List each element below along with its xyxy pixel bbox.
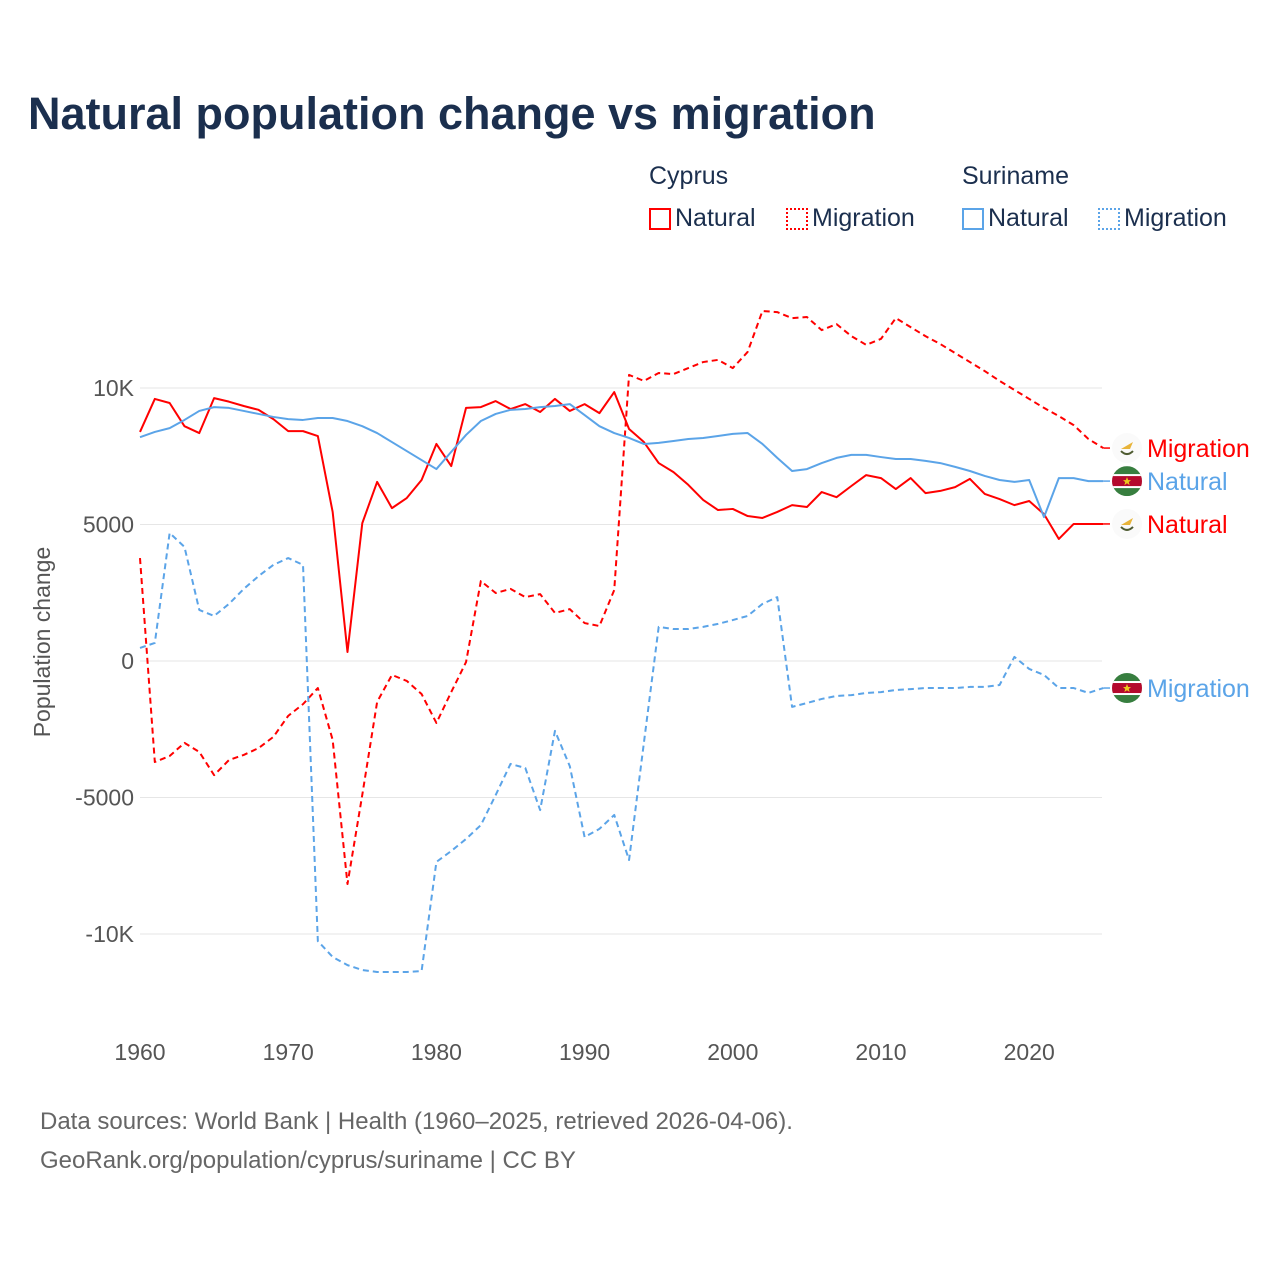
y-axis-label: Population change xyxy=(29,547,55,738)
suriname-flag-icon xyxy=(1112,466,1142,497)
y-tick-label: 0 xyxy=(121,648,134,674)
solid-swatch-icon xyxy=(962,207,984,230)
chart-title: Natural population change vs migration xyxy=(28,88,876,139)
cyprus-flag-icon xyxy=(1112,508,1142,539)
suriname-flag-icon xyxy=(1112,673,1142,704)
suriname-migration-line xyxy=(139,531,1104,973)
legend-group-cyprus: Cyprus xyxy=(649,162,729,190)
end-label: Migration xyxy=(1147,675,1250,703)
y-tick-label: -5000 xyxy=(75,785,134,811)
cyprus-natural-line xyxy=(139,391,1104,653)
legend-group-suriname: Suriname xyxy=(962,162,1069,190)
legend-cyprus-migration[interactable]: Migration xyxy=(786,204,915,233)
end-label: Migration xyxy=(1147,435,1250,463)
y-tick-label: 5000 xyxy=(83,512,134,538)
legend-cyprus-natural[interactable]: Natural xyxy=(649,204,756,233)
cyprus-flag-icon xyxy=(1112,433,1142,464)
end-label: Natural xyxy=(1147,511,1228,539)
y-tick-label: 10K xyxy=(93,375,135,401)
legend-label: Natural xyxy=(675,204,756,232)
cyprus-migration-line xyxy=(139,310,1104,886)
legend-suriname-migration[interactable]: Migration xyxy=(1098,204,1227,233)
legend-label: Migration xyxy=(812,204,915,232)
dotted-swatch-icon xyxy=(1098,207,1120,230)
solid-swatch-icon xyxy=(649,207,671,230)
y-tick-label: -10K xyxy=(85,921,134,947)
footer-sources: Data sources: World Bank | Health (1960–… xyxy=(40,1108,793,1135)
legend-label: Migration xyxy=(1124,204,1227,232)
x-tick-label: 2000 xyxy=(707,1039,758,1065)
end-label: Natural xyxy=(1147,468,1228,496)
x-tick-label: 2010 xyxy=(855,1039,906,1065)
x-tick-label: 1960 xyxy=(114,1039,165,1065)
footer-url[interactable]: GeoRank.org/population/cyprus/suriname |… xyxy=(40,1147,576,1174)
legend-suriname-natural[interactable]: Natural xyxy=(962,204,1069,233)
legend-label: Natural xyxy=(988,204,1069,232)
dotted-swatch-icon xyxy=(786,207,808,230)
suriname-natural-line xyxy=(139,403,1104,519)
x-tick-label: 1970 xyxy=(263,1039,314,1065)
x-tick-label: 1980 xyxy=(411,1039,462,1065)
x-tick-label: 2020 xyxy=(1004,1039,1055,1065)
x-tick-label: 1990 xyxy=(559,1039,610,1065)
